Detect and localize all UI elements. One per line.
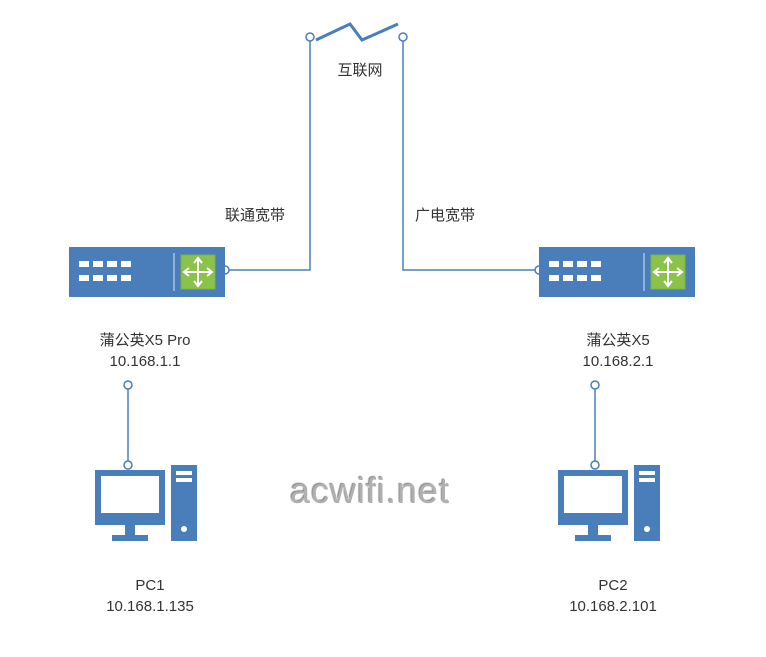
- pc-left-icon: [95, 465, 197, 541]
- pc-right-label: PC2 10.168.2.101: [563, 575, 663, 617]
- router-right-label: 蒲公英X5 10.168.2.1: [558, 330, 678, 372]
- router-right-icon: [539, 247, 695, 297]
- router-left-icon: [69, 247, 225, 297]
- router-left-label: 蒲公英X5 Pro 10.168.1.1: [80, 330, 210, 372]
- internet-icon: [316, 24, 398, 40]
- internet-label: 互联网: [330, 60, 390, 81]
- pc-right-icon: [558, 465, 660, 541]
- watermark: acwifi.net: [290, 470, 450, 512]
- edge-label-right: 广电宽带: [415, 204, 475, 225]
- diagram-canvas: [0, 0, 766, 657]
- pc-left-label: PC1 10.168.1.135: [100, 575, 200, 617]
- edge-label-left: 联通宽带: [225, 204, 285, 225]
